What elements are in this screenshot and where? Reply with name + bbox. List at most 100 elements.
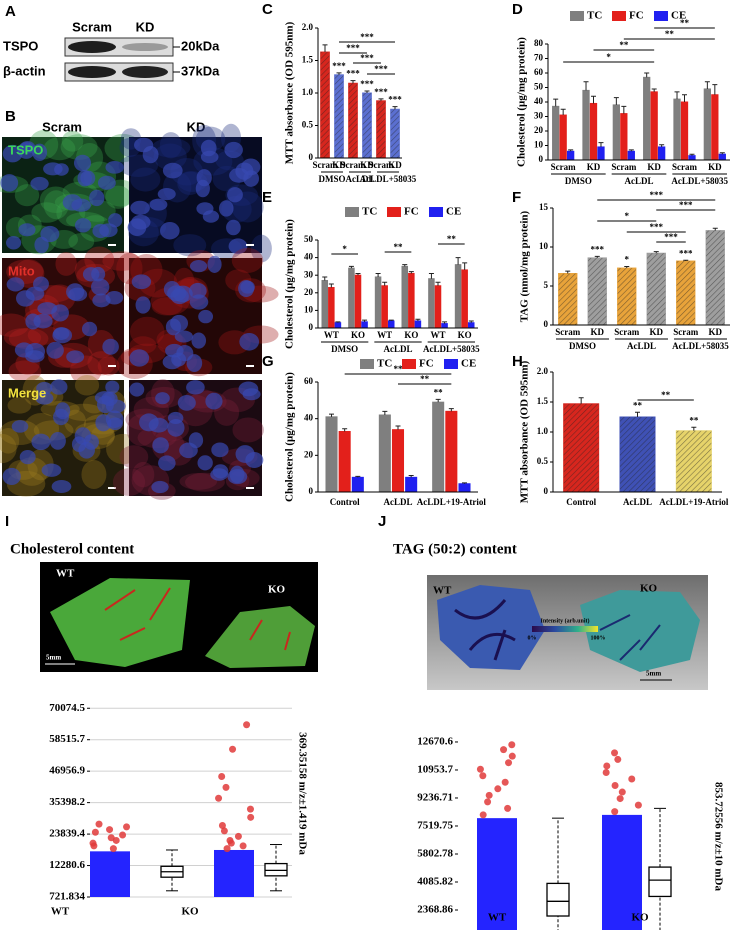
significance-label: **	[434, 387, 444, 397]
x-tick-label: Scram	[673, 327, 698, 337]
nucleus	[142, 146, 159, 164]
vessel	[599, 614, 661, 661]
x-tick-label: WT	[324, 330, 339, 340]
error-bar	[691, 426, 697, 431]
bar	[405, 476, 418, 493]
panel-label: G	[262, 353, 274, 370]
error-bar	[428, 272, 434, 279]
nucleus	[229, 167, 249, 183]
group-label: DMSO	[319, 174, 346, 184]
significance-label: ***	[374, 64, 388, 74]
image-label: KO	[268, 584, 286, 596]
error-bar	[719, 152, 725, 155]
bar	[334, 322, 342, 329]
nucleus	[179, 442, 198, 459]
group-label: DMSO	[331, 344, 358, 354]
box	[264, 862, 288, 877]
outlier-point	[476, 765, 484, 773]
nucleus	[97, 175, 116, 190]
nucleus	[200, 139, 217, 157]
nucleus	[41, 463, 62, 477]
bar	[552, 105, 560, 161]
x-tick-label: WT	[377, 330, 392, 340]
cell-signal	[129, 336, 157, 354]
bar	[408, 272, 415, 329]
legend-label: FC	[419, 358, 434, 370]
significance-label: ***	[650, 222, 664, 232]
cell-signal	[0, 433, 17, 464]
error-bar	[712, 227, 718, 231]
x-tick-label: WT	[430, 330, 445, 340]
vessel	[104, 587, 291, 651]
x-tick-label: AcLDL	[384, 497, 413, 507]
error-bar	[364, 90, 370, 93]
y-tick-label: 5	[544, 280, 549, 290]
nucleus	[129, 349, 150, 367]
nucleus	[11, 420, 29, 433]
y-tick-label: 23839.4	[49, 828, 85, 840]
cell-signal	[15, 457, 49, 486]
bar	[401, 265, 409, 329]
blot-row-label: TSPO	[3, 38, 38, 53]
significance-label: ***	[360, 79, 374, 89]
significance-label: ***	[650, 190, 664, 200]
x-tick-label: Scram	[369, 160, 394, 170]
significance-label: **	[665, 29, 675, 39]
y-axis-label: MTT absorbance (OD 595nm)	[284, 21, 296, 164]
legend-swatch	[444, 359, 458, 369]
error-bar	[689, 153, 695, 156]
bar	[703, 88, 711, 161]
bar	[441, 323, 448, 329]
cell-signal	[87, 351, 116, 376]
error-bar	[362, 319, 368, 322]
bar-hatch	[617, 268, 636, 325]
error-bar	[402, 264, 408, 267]
significance-label: **	[394, 242, 404, 252]
outlier-point	[218, 772, 226, 780]
outlier-point	[611, 782, 619, 790]
box	[648, 866, 672, 898]
bar	[387, 320, 395, 329]
bar	[391, 429, 405, 493]
blot-band	[122, 66, 168, 78]
legend-swatch	[387, 207, 401, 217]
x-tick-label: Scram	[614, 327, 639, 337]
legend-swatch	[345, 207, 359, 217]
cell-signal	[0, 313, 29, 337]
cell-signal	[105, 185, 132, 209]
error-bar	[355, 475, 361, 478]
y-tick-label: 1.0	[537, 426, 549, 436]
cell-signal	[43, 136, 76, 161]
outlier-point	[611, 808, 619, 816]
nucleus	[6, 236, 22, 250]
point-cloud	[602, 814, 642, 930]
y-axis-label: Cholesterol (μg/mg protein)	[284, 219, 296, 349]
error-bar	[683, 259, 689, 262]
group-label: AcLDL+58035	[360, 174, 417, 184]
nucleus	[46, 341, 64, 359]
cell-signal	[7, 397, 32, 414]
y-tick-label: 1.5	[537, 396, 549, 406]
y-tick-label: 30	[534, 111, 544, 121]
nucleus	[71, 436, 87, 452]
error-bar	[653, 251, 659, 254]
x-tick-label: KD	[709, 327, 723, 337]
group-label: DMSO	[569, 341, 596, 351]
colorbar	[532, 626, 598, 632]
significance-label: **	[447, 234, 457, 244]
significance-label: ***	[664, 232, 678, 242]
cell-signal	[81, 459, 107, 490]
bar	[658, 146, 666, 161]
x-tick-label: Scram	[341, 160, 366, 170]
error-bar	[395, 425, 401, 430]
significance-label: ***	[591, 244, 605, 254]
y-tick-label: 10953.7	[417, 764, 453, 776]
nucleus	[31, 433, 51, 451]
nucleus	[43, 162, 63, 176]
nucleus	[50, 379, 68, 395]
nucleus	[151, 480, 169, 494]
bar	[325, 416, 338, 493]
colorbar-label: 0%	[528, 635, 537, 641]
significance-label: **	[420, 374, 430, 384]
cell-signal	[173, 234, 207, 257]
